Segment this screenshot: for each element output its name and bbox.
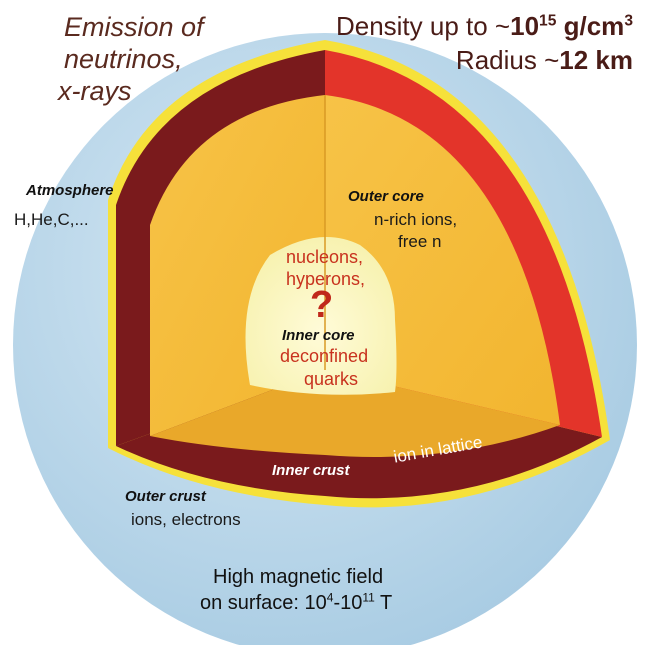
- outer-core-line-1: n-rich ions,: [374, 210, 458, 229]
- inner-core-question-mark: ?: [310, 284, 334, 326]
- outer-core-line-2: free n: [398, 232, 442, 251]
- magnetic-field-unit: T: [374, 592, 393, 614]
- density-base: 10: [510, 11, 540, 41]
- radius-value: 12 km: [559, 45, 633, 75]
- radius-prefix: Radius ~: [455, 45, 560, 75]
- inner-core-blob: [245, 237, 397, 395]
- outer-core-title: Outer core: [348, 188, 424, 205]
- density-prefix: Density up to ~: [335, 11, 511, 41]
- outer-crust-title: Outer crust: [125, 488, 206, 505]
- atmosphere-title: Atmosphere: [26, 182, 114, 199]
- density-unit-exponent: 3: [624, 12, 633, 30]
- outer-crust-detail: ions, electrons: [131, 510, 241, 529]
- radius-label: Radius ~12 km: [455, 45, 633, 76]
- inner-core-title: Inner core: [282, 327, 355, 344]
- inner-core-nucleons: nucleons,: [286, 247, 364, 267]
- inner-core-deconfined: deconfined: [280, 346, 369, 366]
- magnetic-field-exp-high: 11: [362, 590, 375, 605]
- magnetic-field-dash: -10: [333, 592, 363, 614]
- density-exponent: 15: [539, 12, 557, 30]
- atmosphere-composition: H,He,C,...: [14, 210, 89, 229]
- inner-crust-title: Inner crust: [272, 462, 350, 479]
- emission-line-1: Emission of: [64, 12, 204, 42]
- outer-core-bottom-face: [150, 370, 560, 457]
- emission-line-3: x-rays: [58, 76, 132, 106]
- magnetic-field-line-2: on surface: 104-1011 T: [200, 590, 393, 615]
- density-label: Density up to ~1015 g/cm3: [335, 11, 633, 42]
- inner-core-hyperons: hyperons,: [286, 269, 366, 289]
- magnetic-field-exp-low: 4: [326, 590, 334, 605]
- density-unit: g/cm: [556, 11, 625, 41]
- inner-core-quarks: quarks: [304, 369, 359, 389]
- emission-line-2: neutrinos,: [64, 44, 183, 74]
- magnetic-field-prefix: on surface: 10: [200, 592, 327, 614]
- magnetic-field-line-1: High magnetic field: [213, 566, 384, 588]
